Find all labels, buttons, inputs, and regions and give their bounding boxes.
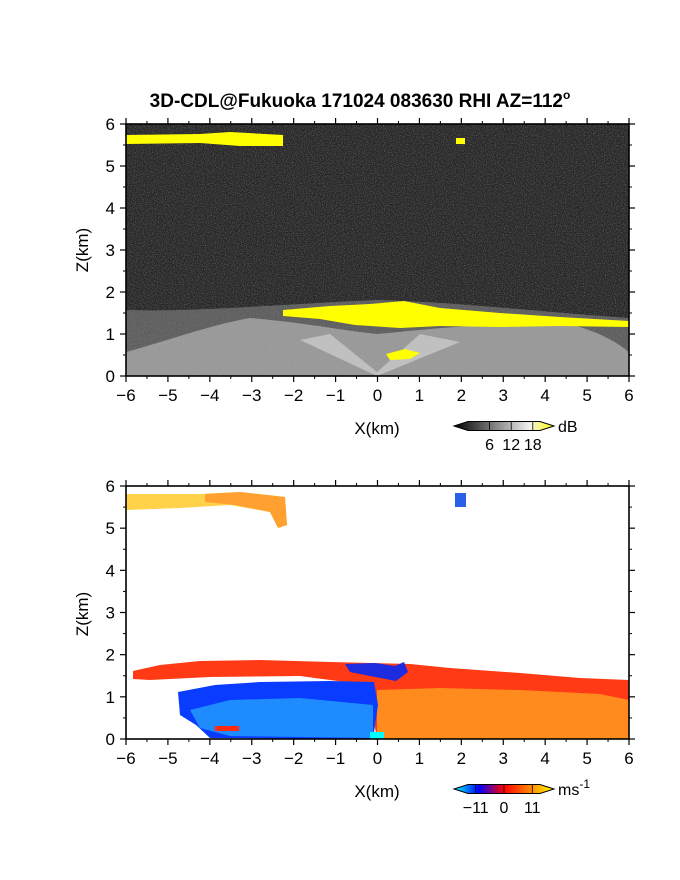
- y-tick-label: 2: [106, 283, 115, 302]
- y-tick-label: 1: [106, 688, 115, 707]
- x-tick-label: 4: [540, 386, 549, 405]
- x-tick-label: −4: [200, 386, 219, 405]
- velocity-colorbar-unit: ms-1: [558, 777, 590, 799]
- backscatter-x-label: X(km): [354, 419, 399, 438]
- velocity-colorbar-ticks: −11 0 11: [463, 784, 541, 817]
- x-tick-label: 6: [624, 749, 633, 768]
- colorbar-tick-label: 6: [485, 437, 494, 454]
- colorbar-tick-label: −11: [463, 800, 489, 817]
- velocity-unit-text: ms: [558, 782, 579, 799]
- upper-blue-patch: [345, 662, 408, 681]
- x-tick-label: 3: [499, 749, 508, 768]
- y-tick-label: 3: [106, 604, 115, 623]
- boundary-receding-orange: [377, 688, 629, 739]
- colorbar-tick-label: 11: [524, 800, 541, 817]
- x-tick-label: 3: [499, 386, 508, 405]
- backscatter-colorbar-unit: dB: [558, 419, 578, 436]
- near-field-fan: [300, 334, 460, 376]
- title-main: 3D-CDL@Fukuoka 171024 083630 RHI AZ=112: [150, 91, 563, 112]
- x-tick-label: −4: [200, 749, 219, 768]
- y-tick-label: 6: [106, 115, 115, 134]
- title-degree: o: [563, 88, 570, 102]
- y-tick-label: 4: [106, 561, 115, 580]
- near-ground-echo: [386, 349, 420, 360]
- x-tick-label: 2: [457, 386, 466, 405]
- velocity-ticks: −6 −5 −4 −3 −2 −1 0 1 2 3 4 5 6 0 1 2 3 4 5 6: [106, 477, 635, 768]
- x-tick-label: −3: [242, 386, 261, 405]
- x-tick-label: −3: [242, 749, 261, 768]
- figure-title: 3D-CDL@Fukuoka 171024 083630 RHI AZ=112o: [150, 88, 571, 112]
- upper-cloud-fragment: [456, 138, 465, 144]
- velocity-unit-exponent: -1: [579, 777, 590, 791]
- x-tick-label: −1: [326, 386, 345, 405]
- backscatter-colorbar-ticks: 6 12 18: [485, 421, 542, 454]
- backscatter-y-label: Z(km): [73, 228, 92, 272]
- x-tick-label: −5: [158, 386, 177, 405]
- boundary-layer-top: [283, 301, 629, 328]
- y-tick-label: 2: [106, 646, 115, 665]
- velocity-colorbar: ms-1 −11 0 11: [452, 777, 590, 817]
- x-tick-label: −2: [284, 386, 303, 405]
- x-tick-label: 0: [373, 749, 382, 768]
- x-tick-label: 5: [582, 749, 591, 768]
- y-tick-label: 3: [106, 241, 115, 260]
- x-tick-label: −6: [116, 386, 135, 405]
- colorbar-tick-label: 0: [500, 800, 509, 817]
- x-tick-label: 4: [540, 749, 549, 768]
- x-tick-label: 6: [624, 386, 633, 405]
- boundary-layer-haze-bright: [126, 318, 629, 376]
- x-tick-label: 1: [415, 386, 424, 405]
- backscatter-ticks: −6 −5 −4 −3 −2 −1 0 1 2 3 4 5 6 0 1 2 3 4 5 6: [106, 115, 635, 405]
- x-tick-label: −6: [116, 749, 135, 768]
- x-tick-label: −1: [326, 749, 345, 768]
- y-tick-label: 4: [106, 199, 115, 218]
- x-tick-label: −2: [284, 749, 303, 768]
- x-tick-label: 0: [373, 386, 382, 405]
- upper-cloud-layer: [126, 132, 283, 146]
- upper-fragment-velocity: [455, 493, 466, 507]
- colorbar-tick-label: 18: [524, 437, 542, 454]
- backscatter-colorbar: dB 6 12 18: [452, 419, 578, 454]
- ground-cyan-patch: [370, 732, 384, 739]
- y-tick-label: 6: [106, 477, 115, 496]
- ground-red-patch: [215, 726, 239, 731]
- y-tick-label: 5: [106, 519, 115, 538]
- x-tick-label: −5: [158, 749, 177, 768]
- y-tick-label: 0: [106, 367, 115, 386]
- x-tick-label: 5: [582, 386, 591, 405]
- x-tick-label: 2: [457, 749, 466, 768]
- x-tick-label: 1: [415, 749, 424, 768]
- velocity-x-label: X(km): [354, 782, 399, 801]
- y-tick-label: 5: [106, 157, 115, 176]
- y-tick-label: 1: [106, 325, 115, 344]
- backscatter-colorbar-bar: [452, 421, 556, 431]
- y-tick-label: 0: [106, 730, 115, 749]
- velocity-y-label: Z(km): [73, 592, 92, 636]
- boundary-approaching-light: [190, 698, 373, 738]
- colorbar-tick-label: 12: [502, 437, 520, 454]
- upper-cloud-velocity-orange: [205, 492, 287, 528]
- velocity-panel: −6 −5 −4 −3 −2 −1 0 1 2 3 4 5 6 0 1 2 3 4 5 6 X(km) Z(km) m…: [73, 477, 635, 817]
